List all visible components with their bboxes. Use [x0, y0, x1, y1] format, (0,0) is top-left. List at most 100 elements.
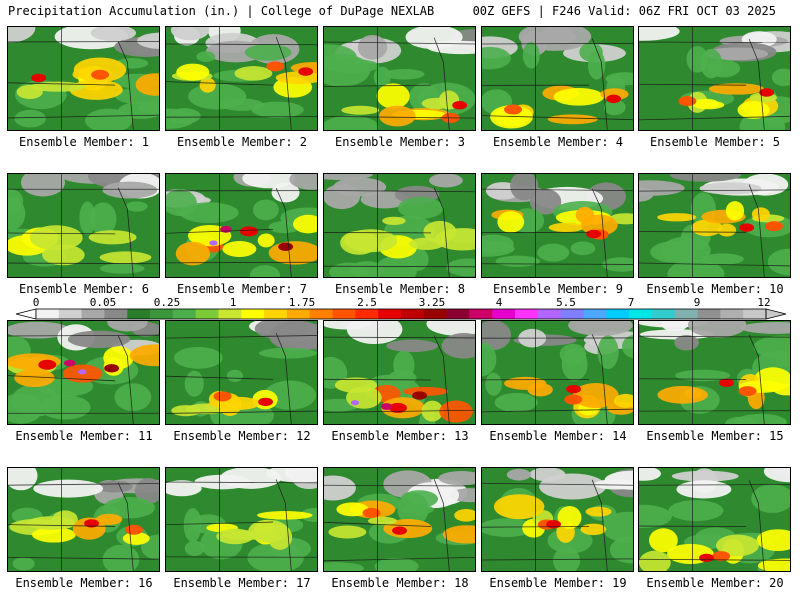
- ensemble-member-label: Ensemble Member: 4: [492, 135, 624, 149]
- ensemble-member-label: Ensemble Member: 18: [331, 576, 469, 590]
- precip-field: [324, 27, 475, 130]
- ensemble-member-label: Ensemble Member: 17: [173, 576, 311, 590]
- colorbar-swatch: [81, 309, 105, 319]
- colorbar-swatch: [515, 309, 539, 319]
- ensemble-member-label: Ensemble Member: 7: [176, 282, 308, 296]
- colorbar-swatch: [378, 309, 402, 319]
- precip-field: [166, 468, 317, 571]
- colorbar-swatch: [629, 309, 653, 319]
- colorbar-swatch: [720, 309, 744, 319]
- colorbar-tick-label: 5.5: [556, 296, 576, 309]
- precip-field: [639, 468, 790, 571]
- precip-field: [166, 321, 317, 424]
- colorbar-swatch: [195, 309, 219, 319]
- colorbar-swatch: [697, 309, 721, 319]
- precip-field: [166, 27, 317, 130]
- ensemble-member-map: [638, 320, 791, 425]
- colorbar-swatch: [606, 309, 630, 319]
- ensemble-member-map: [7, 320, 160, 425]
- ensemble-member-label: Ensemble Member: 5: [649, 135, 781, 149]
- precip-field: [8, 468, 159, 571]
- ensemble-member-map: [481, 173, 634, 278]
- colorbar-tick-label: 4: [495, 296, 503, 309]
- precip-field: [482, 27, 633, 130]
- ensemble-member-label: Ensemble Member: 10: [646, 282, 784, 296]
- colorbar-swatch: [172, 309, 197, 319]
- precip-field: [639, 174, 790, 277]
- ensemble-member-map: [481, 467, 634, 572]
- precip-field: [482, 321, 633, 424]
- colorbar-swatch: [241, 309, 265, 319]
- precip-field: [8, 321, 159, 424]
- precip-field: [324, 174, 475, 277]
- ensemble-member-map: [165, 467, 318, 572]
- colorbar-scale: [15, 308, 787, 320]
- colorbar-swatch: [492, 309, 516, 319]
- precip-field: [482, 174, 633, 277]
- colorbar-tick-label: 0: [32, 296, 40, 309]
- precip-field: [166, 174, 317, 277]
- ensemble-member-label: Ensemble Member: 15: [646, 429, 784, 443]
- ensemble-member-map: [638, 26, 791, 131]
- ensemble-member-map: [481, 26, 634, 131]
- colorbar-swatch: [743, 309, 767, 319]
- colorbar-swatch: [469, 309, 493, 319]
- ensemble-member-map: [165, 320, 318, 425]
- colorbar-swatch: [423, 309, 448, 319]
- precip-field: [324, 321, 475, 424]
- colorbar-tick-label: 9: [693, 296, 701, 309]
- ensemble-member-map: [323, 320, 476, 425]
- ensemble-member-label: Ensemble Member: 14: [489, 429, 627, 443]
- colorbar-tick-label: 1: [229, 296, 237, 309]
- colorbar-swatch: [127, 309, 151, 319]
- colorbar-swatch: [583, 309, 607, 319]
- colorbar-swatch: [309, 309, 333, 319]
- ensemble-member-label: Ensemble Member: 1: [18, 135, 150, 149]
- colorbar-swatch: [58, 309, 83, 319]
- ensemble-member-map: [7, 26, 160, 131]
- ensemble-member-map: [638, 173, 791, 278]
- ensemble-member-map: [165, 173, 318, 278]
- run-valid-time: 00Z GEFS | F246 Valid: 06Z FRI OCT 03 20…: [472, 4, 776, 18]
- ensemble-member-map: [165, 26, 318, 131]
- colorbar-tick-label: 1.75: [288, 296, 316, 309]
- ensemble-member-label: Ensemble Member: 19: [489, 576, 627, 590]
- ensemble-member-label: Ensemble Member: 8: [334, 282, 466, 296]
- precip-field: [639, 27, 790, 130]
- colorbar-swatch: [286, 309, 311, 319]
- colorbar-swatch: [104, 309, 128, 319]
- ensemble-member-label: Ensemble Member: 11: [15, 429, 153, 443]
- precip-field: [8, 174, 159, 277]
- colorbar-tick-label: 7: [627, 296, 635, 309]
- colorbar-tick-label: 2.5: [357, 296, 377, 309]
- ensemble-member-map: [481, 320, 634, 425]
- ensemble-member-label: Ensemble Member: 2: [176, 135, 308, 149]
- ensemble-member-map: [638, 467, 791, 572]
- precip-field: [639, 321, 790, 424]
- precip-field: [482, 468, 633, 571]
- colorbar-swatch: [651, 309, 676, 319]
- ensemble-member-label: Ensemble Member: 12: [173, 429, 311, 443]
- colorbar-tick-label: 0.25: [153, 296, 181, 309]
- ensemble-member-map: [7, 173, 160, 278]
- colorbar-swatch: [401, 309, 425, 319]
- colorbar-tick-label: 12: [757, 296, 771, 309]
- colorbar-tick-label: 3.25: [418, 296, 446, 309]
- colorbar-swatch: [537, 309, 562, 319]
- ensemble-member-map: [7, 467, 160, 572]
- page-title: Precipitation Accumulation (in.) | Colle…: [8, 4, 435, 18]
- colorbar-swatch: [332, 309, 356, 319]
- precip-field: [324, 468, 475, 571]
- ensemble-member-map: [323, 26, 476, 131]
- ensemble-member-label: Ensemble Member: 16: [15, 576, 153, 590]
- ensemble-member-label: Ensemble Member: 3: [334, 135, 466, 149]
- ensemble-member-label: Ensemble Member: 20: [646, 576, 784, 590]
- colorbar-swatch: [674, 309, 698, 319]
- ensemble-member-map: [323, 467, 476, 572]
- colorbar-swatch: [264, 309, 288, 319]
- colorbar-swatch: [150, 309, 174, 319]
- ensemble-member-label: Ensemble Member: 13: [331, 429, 469, 443]
- precip-field: [8, 27, 159, 130]
- colorbar-swatch: [355, 309, 379, 319]
- ensemble-member-label: Ensemble Member: 9: [492, 282, 624, 296]
